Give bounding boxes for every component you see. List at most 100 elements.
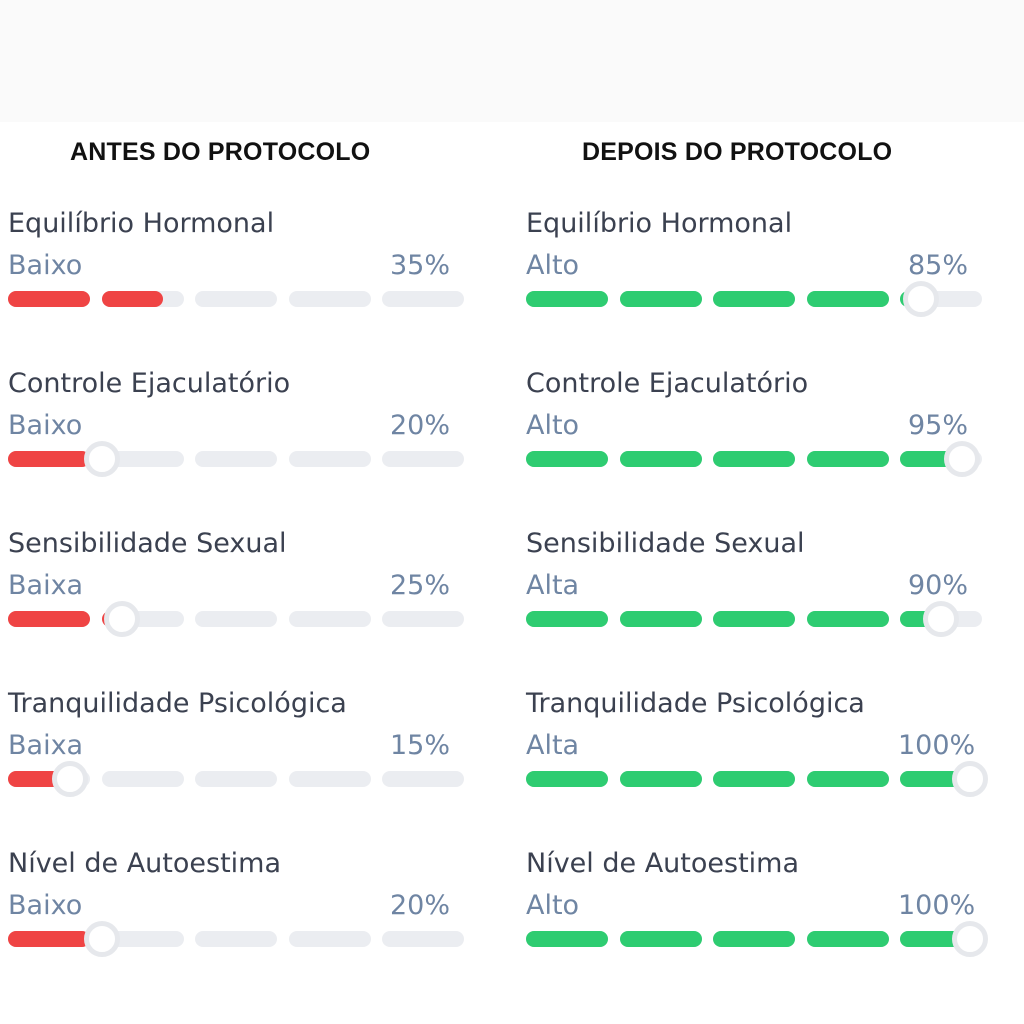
metric-name: Sensibilidade Sexual [8,528,287,559]
progress-segment-fill [713,451,795,467]
metric-level: Baixo [8,410,83,441]
slider-knob[interactable] [104,601,140,637]
progress-segment [382,611,464,627]
metric-row: Equilíbrio Hormonal Alto 85% [526,208,996,358]
progress-segment [526,451,608,467]
progress-slider[interactable] [526,921,988,957]
metric-level: Baixo [8,250,83,281]
metric-value: 85% [908,250,969,281]
progress-segment-fill [526,451,608,467]
progress-segment [806,291,889,307]
metric-row: Tranquilidade Psicológica Baixa 15% [8,688,478,838]
progress-segment [288,451,371,467]
progress-slider[interactable] [526,281,982,317]
metric-row: Sensibilidade Sexual Baixa 25% [8,528,478,678]
metric-value: 90% [908,570,969,601]
metric-row: Controle Ejaculatório Baixo 20% [8,368,478,518]
slider-knob[interactable] [951,921,988,957]
metric-name: Controle Ejaculatório [526,368,809,399]
metric-level: Baixo [8,890,83,921]
metric-level: Alta [526,730,580,761]
column-title-before: ANTES DO PROTOCOLO [70,138,371,166]
progress-slider[interactable] [8,286,464,312]
progress-segment [619,931,702,947]
metric-row: Controle Ejaculatório Alto 95% [526,368,996,518]
slider-knob[interactable] [951,761,988,797]
metric-name: Equilíbrio Hormonal [526,208,793,239]
metric-name: Tranquilidade Psicológica [8,688,347,719]
progress-slider[interactable] [526,601,982,637]
metric-row: Tranquilidade Psicológica Alta 100% [526,688,996,838]
metric-level: Alto [526,890,580,921]
progress-segment [8,291,90,307]
progress-segment [195,451,277,467]
progress-segment-fill [713,611,795,627]
progress-segment-fill [8,291,90,307]
progress-segment [8,451,90,467]
metric-level: Alta [526,570,580,601]
metric-name: Equilíbrio Hormonal [8,208,275,239]
progress-segment-fill [526,931,608,947]
metric-level: Baixa [8,730,84,761]
progress-segment-fill [619,291,702,307]
metric-row: Sensibilidade Sexual Alta 90% [526,528,996,678]
metric-name: Tranquilidade Psicológica [526,688,865,719]
progress-segment [713,931,795,947]
progress-slider[interactable] [8,441,464,477]
progress-segment [8,611,90,627]
slider-knob[interactable] [902,281,939,317]
progress-segment [806,451,889,467]
progress-segment [288,771,371,787]
slider-knob[interactable] [51,761,88,797]
progress-segment-fill [619,931,702,947]
progress-segment-fill [713,291,795,307]
progress-segment [619,291,702,307]
progress-segment [713,291,795,307]
progress-segment-fill [619,771,702,787]
progress-slider[interactable] [526,441,982,477]
metric-level: Alto [526,410,580,441]
progress-segment-fill [713,771,795,787]
progress-segment [382,771,464,787]
metric-value: 35% [390,250,451,281]
slider-knob[interactable] [923,601,959,637]
progress-slider[interactable] [526,761,988,797]
metric-row: Nível de Autoestima Baixo 20% [8,848,478,998]
progress-segment [526,291,608,307]
progress-slider[interactable] [8,601,464,637]
progress-segment-fill [526,611,608,627]
progress-segment-fill [101,291,163,307]
progress-slider[interactable] [8,761,464,797]
progress-segment [195,931,277,947]
progress-segment [101,291,184,307]
progress-segment [288,931,371,947]
metric-row: Nível de Autoestima Alto 100% [526,848,996,998]
progress-segment [526,611,608,627]
progress-segment-fill [526,291,608,307]
slider-knob[interactable] [83,921,120,957]
progress-slider[interactable] [8,921,464,957]
column-title-after: DEPOIS DO PROTOCOLO [582,138,893,166]
metric-value: 20% [390,890,451,921]
metric-name: Nível de Autoestima [526,848,800,879]
progress-segment [195,611,277,627]
progress-segment [806,771,889,787]
slider-knob[interactable] [943,441,980,477]
progress-segment [713,451,795,467]
progress-segment [619,451,702,467]
progress-segment-fill [619,451,702,467]
progress-segment [288,291,371,307]
progress-segment-fill [8,611,90,627]
metric-value: 100% [898,730,976,761]
metric-name: Nível de Autoestima [8,848,282,879]
slider-knob[interactable] [83,441,120,477]
metric-value: 20% [390,410,451,441]
progress-segment [195,771,277,787]
progress-segment-fill [806,291,889,307]
progress-segment [713,611,795,627]
progress-segment-fill [526,771,608,787]
metric-row: Equilíbrio Hormonal Baixo 35% [8,208,478,358]
progress-segment [195,291,277,307]
top-band [0,0,1024,122]
progress-segment [526,771,608,787]
